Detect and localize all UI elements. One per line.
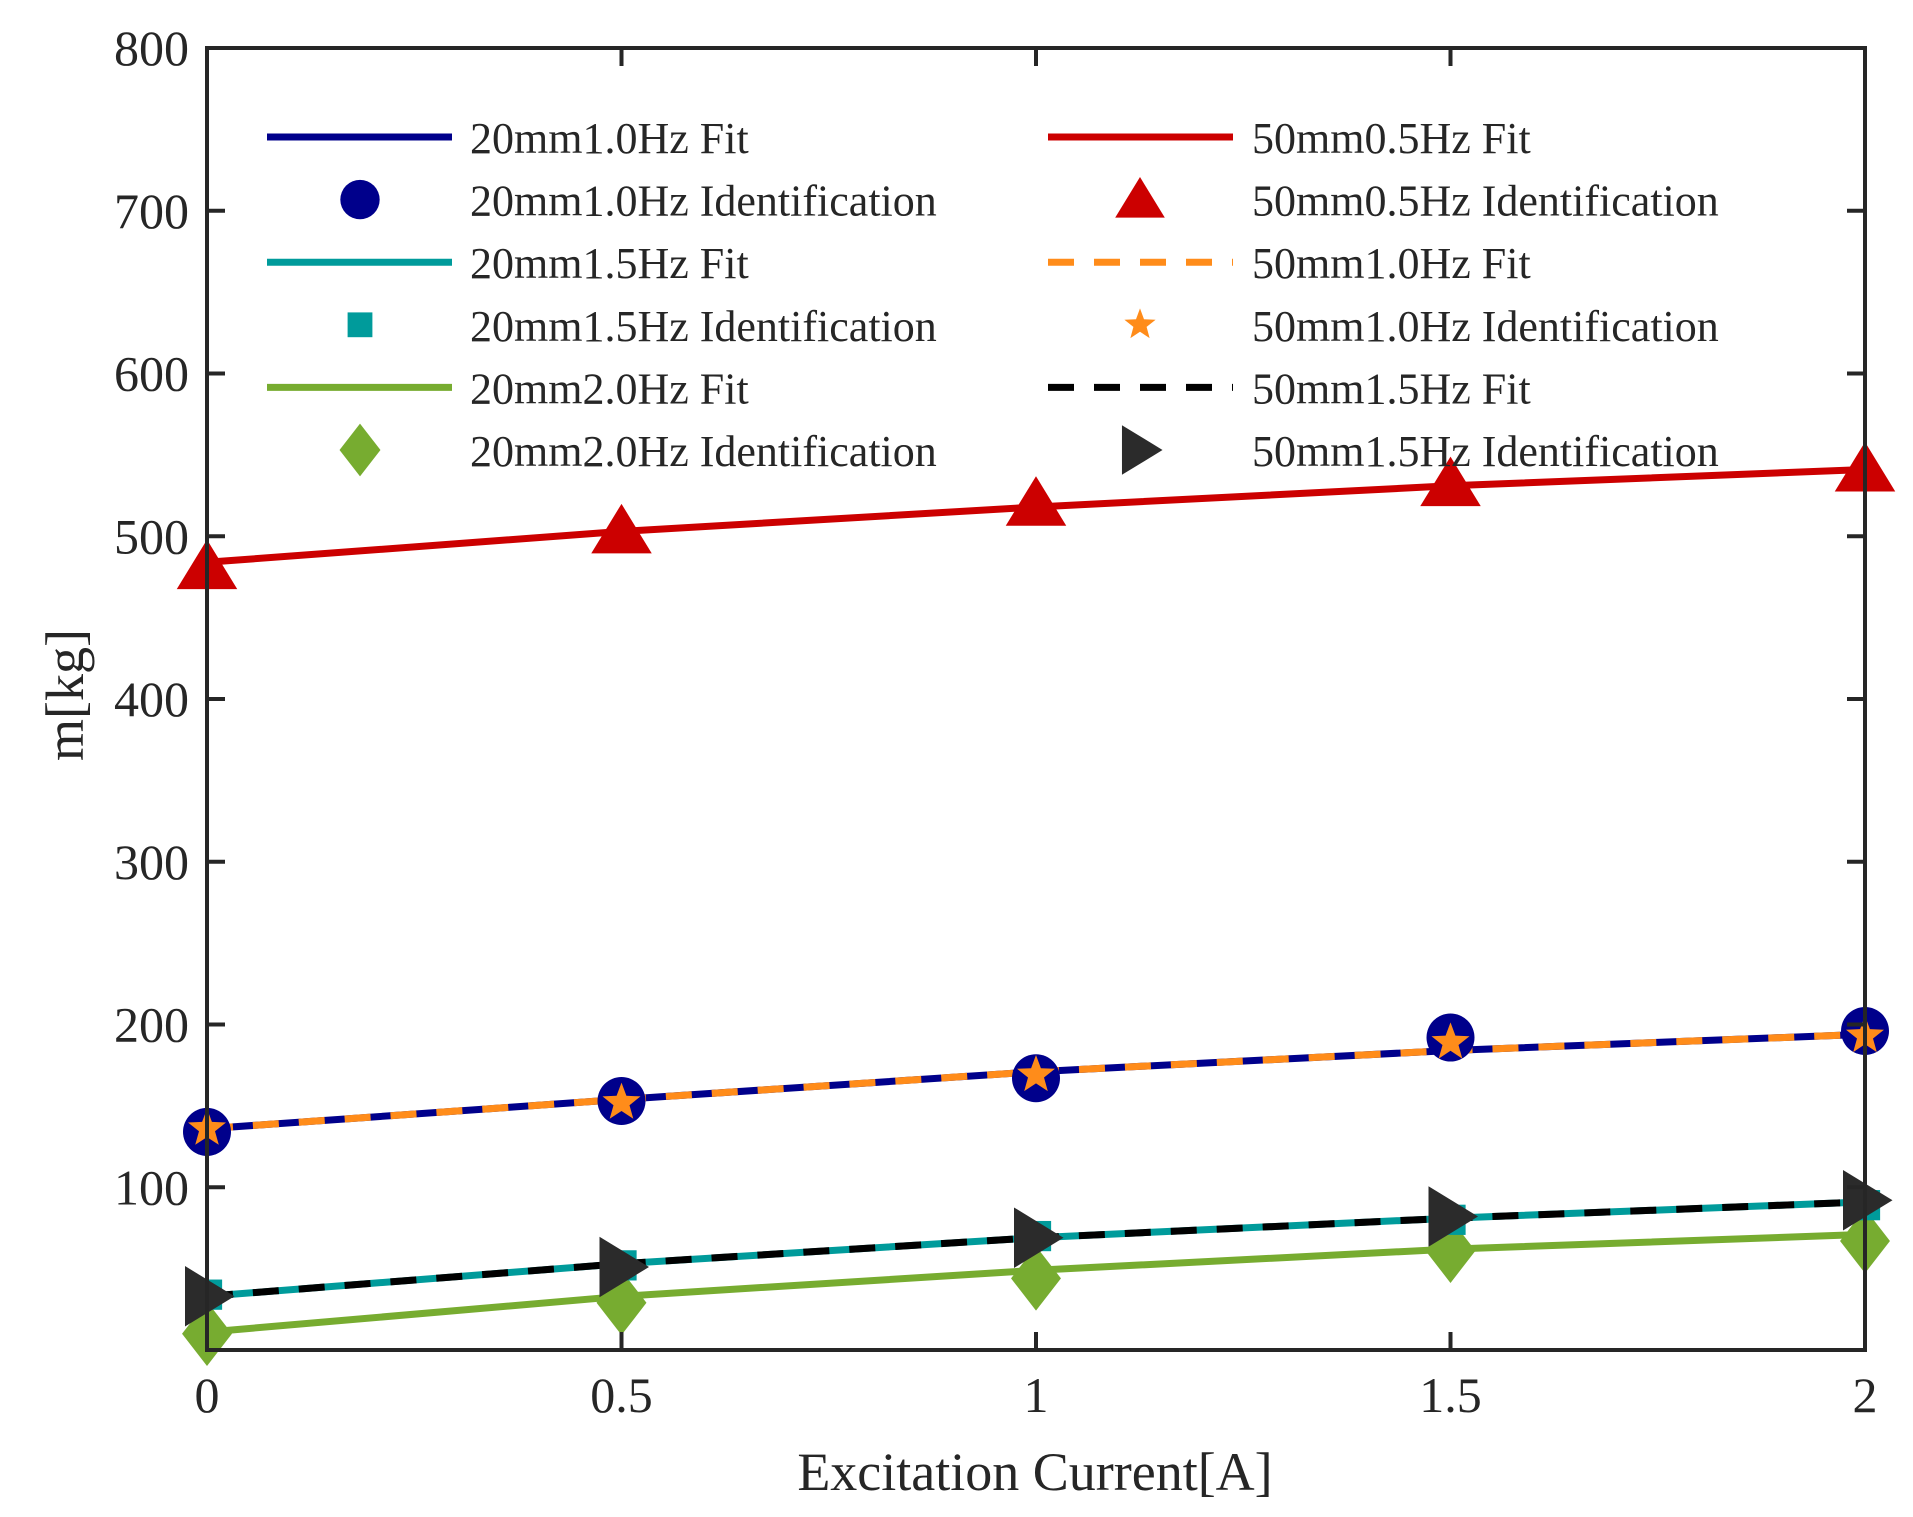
legend-label: 20mm2.0Hz Identification	[470, 427, 937, 476]
y-tick-label: 800	[114, 20, 189, 76]
data-point-50mm0-5hz-identification	[1420, 456, 1481, 507]
data-point-50mm1-0hz-identification	[1431, 1022, 1470, 1059]
legend-swatch-marker	[1121, 425, 1163, 475]
y-tick-label: 600	[114, 346, 189, 402]
legend-label: 50mm1.5Hz Fit	[1252, 364, 1531, 413]
y-tick-label: 700	[114, 183, 189, 239]
y-axis-label: m[kg]	[35, 629, 95, 761]
x-tick-label: 0	[195, 1367, 220, 1423]
axis-ticks: 0 0.5 1 1.5 2 100 200 300 400 500 600 700 800	[114, 20, 1878, 1423]
series-markers-50mm1-5hz-identification	[185, 1170, 1893, 1327]
legend-label: 20mm1.5Hz Identification	[470, 302, 937, 351]
legend-item-20mm2-0hz-fit: 20mm2.0Hz Fit	[267, 364, 749, 413]
legend-label: 50mm0.5Hz Fit	[1252, 114, 1531, 163]
data-point-50mm1-0hz-identification	[602, 1082, 641, 1119]
legend-item-50mm1-0hz-fit: 50mm1.0Hz Fit	[1048, 239, 1531, 288]
x-tick-label: 0.5	[590, 1367, 653, 1423]
legend-item-50mm1-5hz-fit: 50mm1.5Hz Fit	[1048, 364, 1531, 413]
y-tick-label: 100	[114, 1159, 189, 1215]
legend-item-20mm2-0hz-identification: 20mm2.0Hz Identification	[339, 423, 937, 477]
legend-item-50mm1-0hz-identification: 50mm1.0Hz Identification	[1124, 302, 1719, 351]
x-tick-label: 2	[1853, 1367, 1878, 1423]
legend-swatch-marker	[347, 312, 373, 338]
legend-label: 20mm1.0Hz Identification	[470, 177, 937, 226]
data-point-50mm1-5hz-identification	[1843, 1170, 1893, 1231]
data-point-50mm1-5hz-identification	[1014, 1207, 1064, 1268]
data-point-50mm0-5hz-identification	[1005, 476, 1067, 526]
legend-swatch-marker	[1124, 308, 1156, 339]
legend-swatch-marker	[1115, 177, 1165, 218]
y-tick-label: 200	[114, 997, 189, 1053]
legend-item-20mm1-5hz-identification: 20mm1.5Hz Identification	[347, 302, 937, 351]
legend-label: 50mm1.0Hz Fit	[1252, 239, 1531, 288]
data-point-50mm1-5hz-identification	[185, 1266, 235, 1327]
legend-item-20mm1-0hz-fit: 20mm1.0Hz Fit	[267, 114, 749, 163]
legend-item-50mm1-5hz-identification: 50mm1.5Hz Identification	[1121, 425, 1719, 476]
legend-label: 50mm0.5Hz Identification	[1252, 177, 1719, 226]
legend-label: 50mm1.0Hz Identification	[1252, 302, 1719, 351]
legend: 20mm1.0Hz Fit 20mm1.0Hz Identification 20m…	[267, 114, 1719, 477]
legend-item-50mm0-5hz-identification: 50mm0.5Hz Identification	[1115, 177, 1719, 226]
data-point-50mm1-5hz-identification	[599, 1236, 649, 1298]
x-axis-label: Excitation Current[A]	[797, 1442, 1272, 1502]
data-point-50mm1-0hz-identification	[1017, 1055, 1055, 1092]
legend-label: 50mm1.5Hz Identification	[1252, 427, 1719, 476]
legend-label: 20mm1.0Hz Fit	[470, 114, 749, 163]
y-tick-label: 400	[114, 671, 189, 727]
y-tick-label: 300	[114, 834, 189, 890]
legend-label: 20mm1.5Hz Fit	[470, 239, 749, 288]
legend-item-50mm0-5hz-fit: 50mm0.5Hz Fit	[1048, 114, 1531, 163]
data-point-50mm0-5hz-identification	[591, 503, 652, 554]
legend-item-20mm1-5hz-fit: 20mm1.5Hz Fit	[267, 239, 749, 288]
x-tick-label: 1.5	[1419, 1367, 1482, 1423]
data-point-50mm1-5hz-identification	[1428, 1186, 1478, 1247]
x-tick-label: 1	[1024, 1367, 1049, 1423]
legend-swatch-marker	[339, 423, 381, 477]
legend-label: 20mm2.0Hz Fit	[470, 364, 749, 413]
data-point-20mm2-0hz-identification	[1011, 1246, 1061, 1311]
legend-item-20mm1-0hz-identification: 20mm1.0Hz Identification	[340, 177, 937, 226]
y-tick-label: 500	[114, 508, 189, 564]
legend-swatch-marker	[340, 179, 380, 220]
